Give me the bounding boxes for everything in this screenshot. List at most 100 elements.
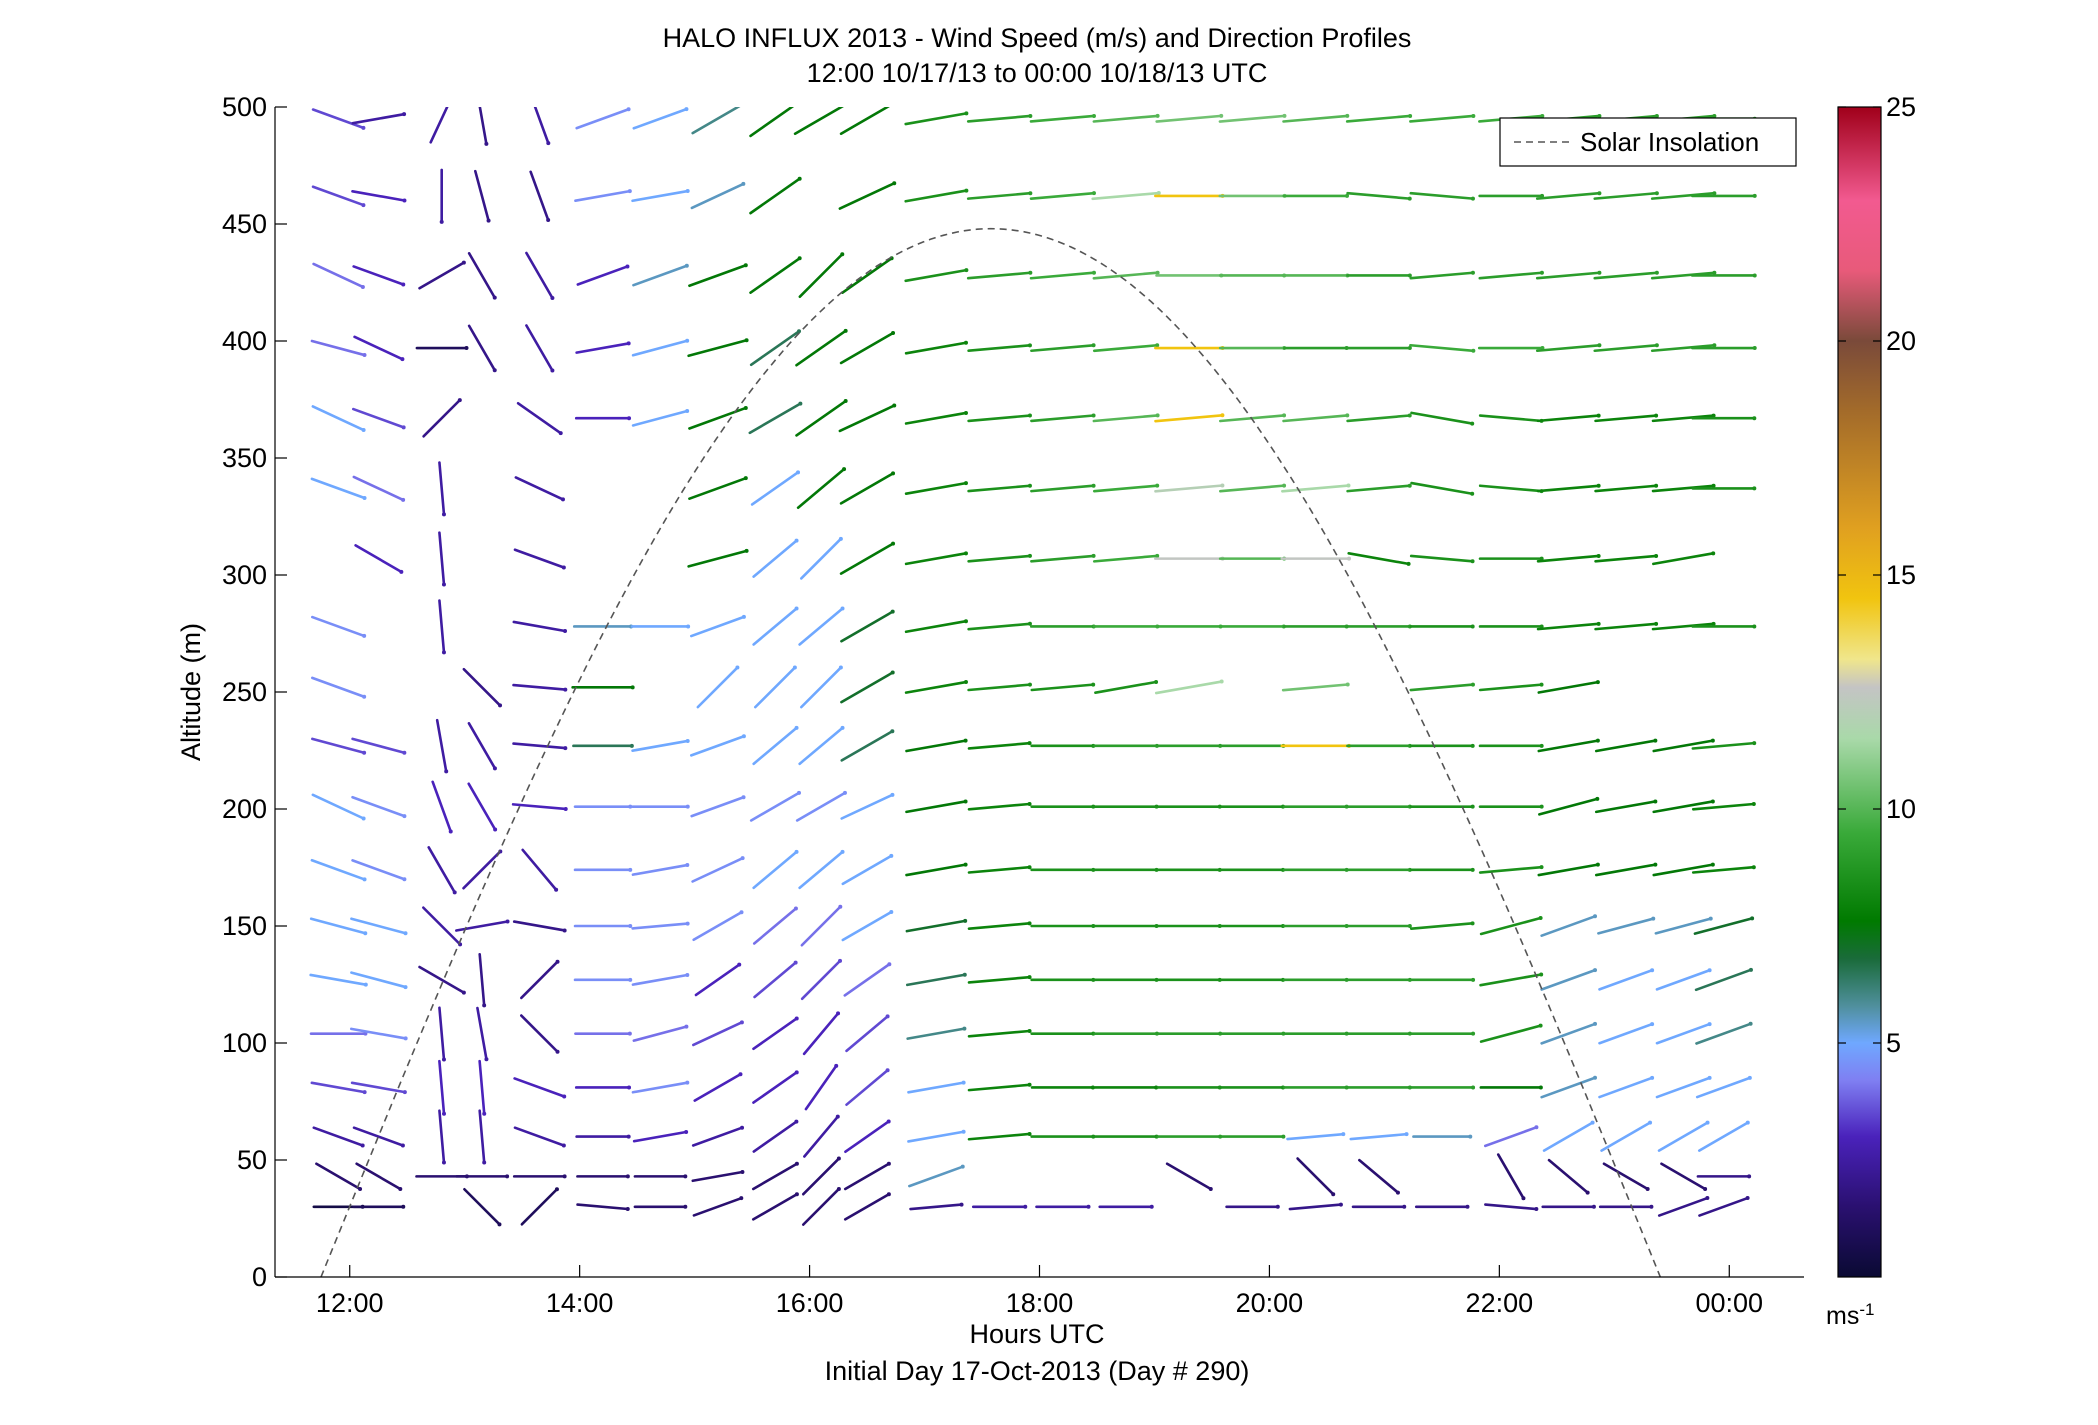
- wind-barb-head: [482, 1160, 487, 1165]
- wind-barb: [350, 1081, 407, 1094]
- wind-barb-head: [740, 1125, 745, 1130]
- wind-barb-head: [1748, 1021, 1753, 1026]
- legend-label: Solar Insolation: [1580, 127, 1759, 157]
- wind-barb-head: [562, 1174, 567, 1179]
- wind-barb: [800, 959, 842, 1001]
- wind-barb: [462, 667, 502, 707]
- wind-barb-head: [448, 829, 453, 834]
- wind-barb: [798, 850, 844, 890]
- wind-barb-head: [1595, 680, 1600, 685]
- wind-barb-head: [1155, 343, 1160, 348]
- wind-barb-head: [1752, 193, 1757, 198]
- wind-barb-head: [1091, 343, 1096, 348]
- wind-barb-head: [794, 1192, 799, 1197]
- wind-barb-head: [683, 1204, 688, 1209]
- wind-barb-head: [741, 181, 746, 186]
- wind-barb-head: [959, 1202, 964, 1207]
- wind-barb-head: [797, 329, 802, 334]
- wind-barb-head: [1027, 483, 1032, 488]
- wind-barb: [967, 554, 1032, 563]
- wind-barb-head: [1470, 682, 1475, 687]
- wind-barb-head: [744, 548, 749, 553]
- wind-barb: [513, 1077, 566, 1098]
- wind-barb: [752, 726, 798, 766]
- wind-barb-head: [1408, 113, 1413, 118]
- wind-barb: [1154, 413, 1224, 423]
- wind-barb-head: [628, 924, 633, 928]
- wind-barb-head: [1707, 968, 1712, 973]
- wind-barb-head: [740, 856, 745, 861]
- wind-barb: [462, 850, 502, 890]
- wind-barb: [845, 1015, 889, 1053]
- wind-barb-head: [1540, 113, 1545, 118]
- wind-barb-head: [1345, 113, 1350, 118]
- wind-barb-head: [1470, 624, 1475, 629]
- wind-barb: [750, 471, 800, 506]
- wind-barb: [1029, 114, 1096, 123]
- wind-barb: [438, 531, 446, 586]
- wind-barb: [1409, 683, 1475, 692]
- wind-barb-head: [1593, 968, 1598, 973]
- wind-barb-head: [685, 338, 690, 343]
- wind-barb-head: [1585, 1190, 1590, 1195]
- wind-barb: [431, 780, 453, 833]
- wind-barb-head: [399, 569, 404, 574]
- wind-barb: [632, 264, 689, 287]
- wind-barb-head: [1149, 1204, 1154, 1209]
- wind-barb-head: [1091, 191, 1096, 196]
- wind-barb: [688, 476, 748, 500]
- wind-barb-head: [441, 1057, 446, 1062]
- wind-barb: [1288, 1203, 1343, 1211]
- wind-barb: [905, 739, 967, 753]
- wind-barb-head: [740, 1170, 745, 1175]
- wind-barb: [795, 399, 847, 437]
- wind-barb: [907, 1081, 965, 1094]
- wind-barb-head: [1703, 1186, 1708, 1191]
- wind-barb-head: [1027, 1131, 1032, 1136]
- wind-barb: [574, 189, 632, 203]
- wind-barb: [312, 1126, 364, 1147]
- x-tick-label: 12:00: [316, 1288, 384, 1318]
- wind-barb: [904, 680, 968, 694]
- wind-barb: [521, 848, 558, 892]
- wind-barb: [839, 331, 895, 365]
- wind-barb: [967, 975, 1031, 984]
- wind-barb-head: [1331, 1192, 1336, 1197]
- wind-barb-head: [361, 125, 366, 130]
- wind-barb: [1349, 1132, 1408, 1141]
- wind-barb-head: [1470, 421, 1475, 426]
- wind-barb-head: [842, 467, 847, 472]
- wind-barb-head: [358, 1186, 363, 1191]
- wind-barb-head: [1534, 1125, 1539, 1130]
- wind-barb: [795, 791, 847, 822]
- wind-barb-head: [1538, 1085, 1543, 1090]
- wind-barb-head: [1154, 1085, 1159, 1090]
- wind-barb-head: [1593, 1075, 1598, 1080]
- colorbar: 5 10 15 20 25 ms-1: [1826, 92, 1916, 1330]
- wind-barb-head: [401, 282, 406, 287]
- wind-barb: [1409, 343, 1475, 353]
- wind-barb: [752, 1120, 798, 1153]
- wind-barb: [1652, 800, 1715, 814]
- wind-barb-head: [562, 1094, 567, 1099]
- wind-barb: [749, 177, 801, 215]
- wind-barb: [1535, 344, 1601, 353]
- wind-barb-head: [1471, 348, 1476, 353]
- wind-barb: [795, 329, 847, 367]
- wind-barb-head: [892, 181, 897, 186]
- wind-barb: [422, 906, 462, 946]
- wind-barb-head: [1645, 1186, 1650, 1191]
- wind-barb: [1029, 191, 1096, 200]
- wind-barb-head: [686, 624, 691, 629]
- wind-barb-head: [627, 1085, 632, 1090]
- wind-barb-head: [1752, 741, 1757, 746]
- wind-barb-head: [838, 904, 843, 909]
- wind-barb: [418, 261, 466, 290]
- wind-barb-head: [362, 633, 367, 638]
- wind-barb: [1594, 622, 1658, 631]
- wind-barb-head: [492, 766, 497, 771]
- wind-barb-head: [889, 910, 894, 914]
- wind-barb-head: [1752, 346, 1757, 351]
- wind-barb: [689, 615, 746, 638]
- wind-barb-head: [1027, 975, 1032, 980]
